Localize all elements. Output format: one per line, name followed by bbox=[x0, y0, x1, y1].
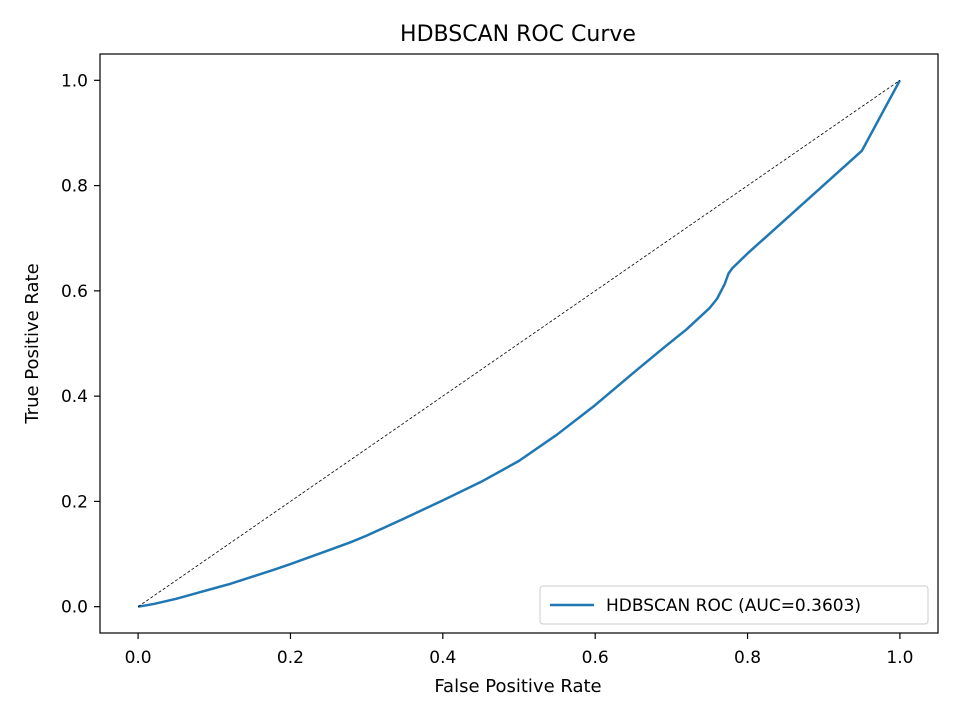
y-tick-label: 1.0 bbox=[61, 71, 88, 91]
x-axis-label: False Positive Rate bbox=[434, 676, 601, 697]
x-tick-label: 0.4 bbox=[429, 648, 456, 668]
y-axis: 0.0 0.2 0.4 0.6 0.8 1.0 bbox=[61, 71, 100, 618]
y-tick-label: 0.6 bbox=[61, 282, 88, 302]
x-axis: 0.0 0.2 0.4 0.6 0.8 1.0 bbox=[125, 633, 913, 668]
x-tick-label: 0.0 bbox=[125, 648, 152, 668]
x-tick-label: 0.2 bbox=[277, 648, 304, 668]
x-tick-label: 0.8 bbox=[734, 648, 761, 668]
chart-title: HDBSCAN ROC Curve bbox=[400, 22, 636, 47]
x-tick-label: 1.0 bbox=[886, 648, 913, 668]
x-tick-label: 0.6 bbox=[582, 648, 609, 668]
diagonal-reference-line bbox=[137, 79, 901, 608]
plot-area-frame bbox=[99, 53, 939, 634]
series-layer bbox=[137, 79, 902, 608]
legend-label: HDBSCAN ROC (AUC=0.3603) bbox=[606, 596, 861, 616]
y-tick-label: 0.0 bbox=[61, 598, 88, 618]
roc-curve-line bbox=[137, 79, 902, 608]
y-tick-label: 0.4 bbox=[61, 387, 88, 407]
legend: HDBSCAN ROC (AUC=0.3603) bbox=[539, 585, 929, 625]
y-tick-label: 0.2 bbox=[61, 492, 88, 512]
y-tick-label: 0.8 bbox=[61, 177, 88, 197]
y-axis-label: True Positive Rate bbox=[22, 263, 43, 424]
legend-box bbox=[539, 585, 929, 625]
